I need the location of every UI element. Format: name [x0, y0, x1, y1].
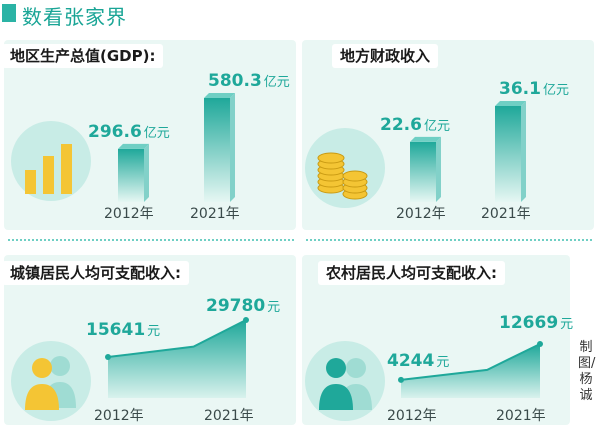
urban-point-0 — [105, 354, 111, 361]
urban-line — [107, 319, 247, 359]
rural-year-2012: 2012年 — [387, 408, 437, 424]
gdp-value-2021: 580.3 亿元 — [208, 71, 290, 91]
fiscal-bar-top-1 — [495, 101, 526, 106]
fiscal-value-2021: 36.1 亿元 — [499, 79, 569, 99]
two-people-icon — [305, 341, 385, 421]
gdp-title: 地区生产总值(GDP): — [2, 44, 164, 68]
separator-line — [306, 239, 592, 241]
gdp-year-2012: 2012年 — [104, 206, 154, 222]
gdp-bar-top-0 — [118, 143, 149, 149]
urban-year-2021: 2021年 — [204, 408, 254, 424]
fiscal-year-2021: 2021年 — [481, 206, 531, 222]
fiscal-bar-1 — [495, 106, 521, 202]
rural-point-1 — [537, 341, 543, 347]
urban-value-2021: 29780 元 — [206, 296, 281, 316]
fiscal-title: 地方财政收入 — [332, 44, 439, 68]
gdp-bar-side-0 — [144, 143, 149, 202]
rural-value-2012: 4244 元 — [387, 351, 450, 371]
urban-income-title: 城镇居民人均可支配收入: — [2, 261, 189, 285]
rural-area — [401, 344, 540, 398]
urban-value-2012: 15641 元 — [86, 320, 161, 340]
fiscal-bar-0 — [410, 141, 436, 202]
urban-area — [108, 320, 246, 398]
rural-value-2021: 12669 元 — [499, 313, 574, 333]
rural-income-title: 农村居民人均可支配收入: — [318, 261, 505, 285]
rural-line — [400, 343, 541, 381]
fiscal-bar-side-1 — [521, 101, 526, 202]
fiscal-value-2012: 22.6 亿元 — [380, 114, 450, 135]
credit-label: 制图/杨诚 — [578, 340, 596, 403]
gdp-bar-side-1 — [230, 93, 235, 202]
separator-line — [8, 239, 294, 241]
page-title: 数看张家界 — [22, 5, 127, 29]
fiscal-bar-top-0 — [410, 136, 441, 142]
two-people-icon — [11, 341, 91, 421]
header-accent-block — [2, 4, 16, 22]
gdp-bar-1 — [204, 98, 230, 202]
gdp-value-2012: 296.6 亿元 — [88, 121, 170, 142]
urban-year-2012: 2012年 — [94, 408, 144, 424]
rural-point-0 — [398, 376, 404, 383]
bar-chart-icon — [11, 121, 91, 201]
gdp-bar-0 — [118, 148, 144, 202]
gdp-year-2021: 2021年 — [190, 206, 240, 222]
gdp-bar-top-1 — [204, 93, 235, 98]
rural-year-2021: 2021年 — [496, 408, 546, 424]
coins-icon — [305, 128, 385, 208]
fiscal-year-2012: 2012年 — [396, 206, 446, 222]
urban-point-1 — [243, 317, 249, 323]
fiscal-bar-side-0 — [436, 136, 441, 202]
